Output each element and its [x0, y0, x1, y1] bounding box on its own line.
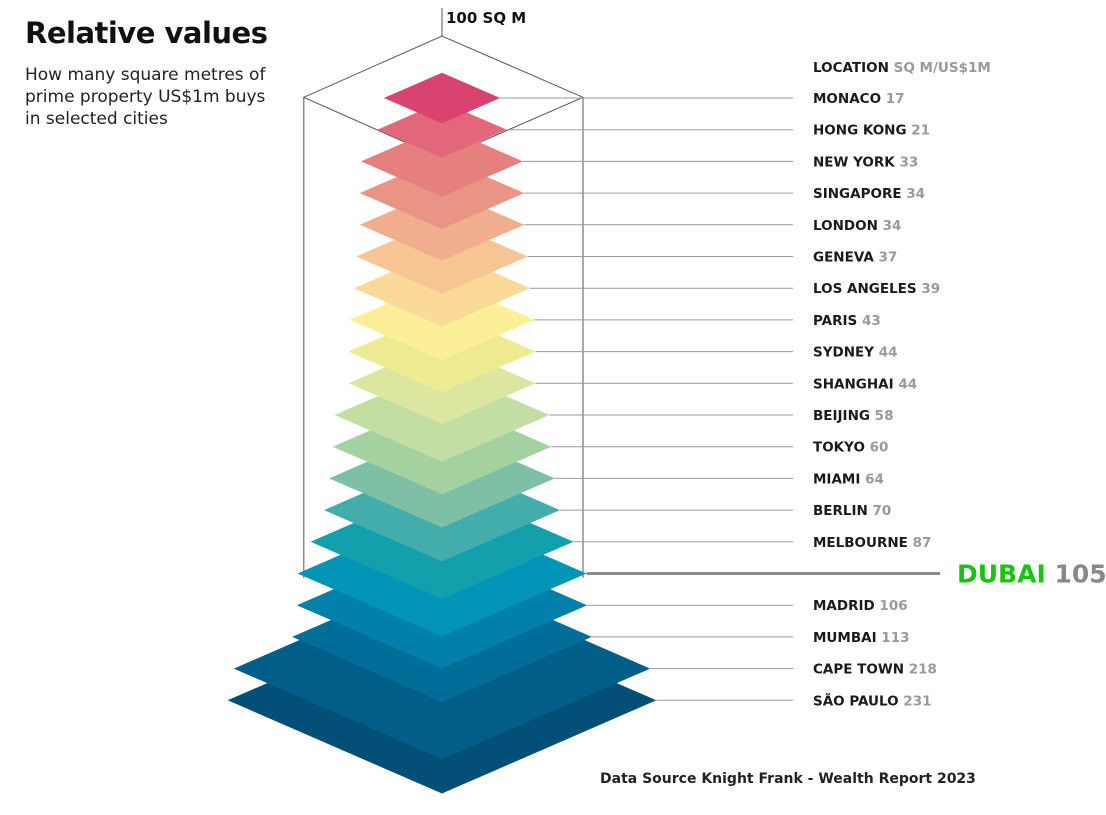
- label-madrid: MADRID 106: [813, 598, 908, 614]
- diamond-new-york: [361, 126, 523, 197]
- label-singapore: SINGAPORE 34: [813, 186, 925, 202]
- label-beijing: BEIJING 58: [813, 408, 893, 424]
- diamond-monaco: [383, 72, 501, 124]
- reference-scale-label: 100 SQ M: [446, 9, 527, 27]
- label-shanghai: SHANGHAI 44: [813, 376, 917, 392]
- chart-subtitle: How many square metres of prime property…: [25, 65, 266, 129]
- diamond-hong-kong: [377, 101, 507, 158]
- label-london: LONDON 34: [813, 218, 901, 234]
- label-paris: PARIS 43: [813, 313, 881, 329]
- label-sao-paulo: SÃO PAULO 231: [813, 692, 931, 709]
- reference-cube-outline: [302, 8, 585, 578]
- label-dubai: DUBAI 105: [957, 560, 1106, 589]
- label-sydney: SYDNEY 44: [813, 345, 898, 361]
- label-melbourne: MELBOURNE 87: [813, 535, 931, 551]
- city-labels: LOCATION SQ M/US$1M MONACO 17 HONG KONG 21…: [813, 60, 1106, 709]
- label-monaco: MONACO 17: [813, 91, 905, 107]
- label-geneva: GENEVA 37: [813, 250, 897, 266]
- diamond-layers: [227, 72, 657, 794]
- label-tokyo: TOKYO 60: [813, 440, 888, 456]
- legend-header: LOCATION SQ M/US$1M: [813, 60, 991, 76]
- label-cape-town: CAPE TOWN 218: [813, 662, 937, 678]
- label-los-angeles: LOS ANGELES 39: [813, 281, 940, 297]
- label-miami: MIAMI 64: [813, 471, 884, 487]
- label-hong-kong: HONG KONG 21: [813, 123, 930, 139]
- label-mumbai: MUMBAI 113: [813, 630, 909, 646]
- label-new-york: NEW YORK 33: [813, 154, 918, 170]
- data-source-note: Data Source Knight Frank - Wealth Report…: [600, 771, 976, 787]
- label-berlin: BERLIN 70: [813, 503, 891, 519]
- chart-title: Relative values: [25, 16, 268, 50]
- leader-lines: [500, 97, 940, 701]
